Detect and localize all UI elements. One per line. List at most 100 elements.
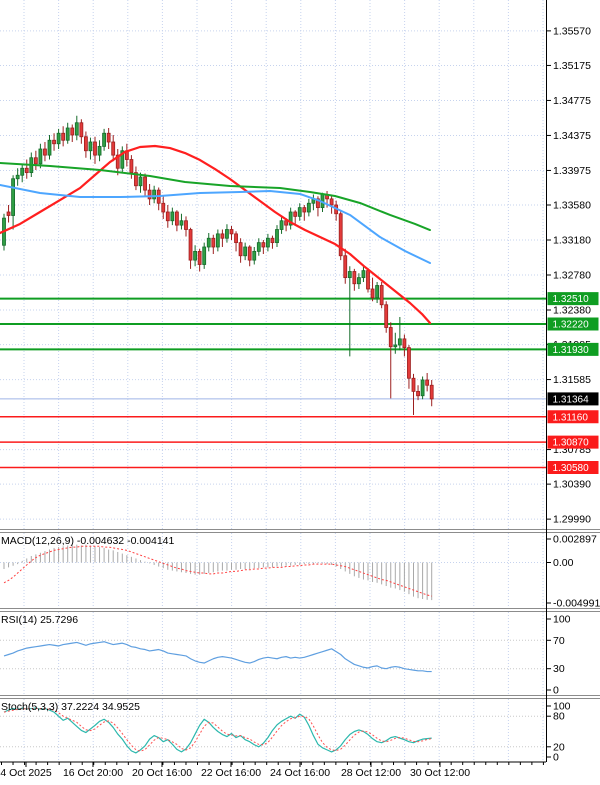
- candle: [402, 338, 407, 349]
- time-axis-label: 16 Oct 20:00: [63, 767, 123, 779]
- candle: [370, 288, 375, 299]
- stoch-axis-label: 0: [553, 752, 559, 764]
- candle: [56, 132, 61, 145]
- candle: [165, 211, 170, 222]
- macd-axis-label: 0.00: [553, 557, 574, 569]
- price-axis-label: 1.33975: [553, 165, 591, 177]
- ma-red-line: [0, 144, 432, 325]
- stoch-axis-label: 100: [553, 701, 571, 713]
- candle: [197, 250, 202, 265]
- rsi-axis-label: 100: [553, 614, 571, 626]
- stoch-axis-label: 20: [553, 741, 565, 753]
- candle: [279, 220, 284, 230]
- price-axis-label: 1.35570: [553, 25, 591, 37]
- ma-blue-line: [0, 183, 431, 265]
- candle: [293, 211, 298, 217]
- candle: [243, 246, 248, 257]
- rsi-line: [3, 641, 432, 673]
- candle: [184, 220, 188, 230]
- candle: [65, 127, 70, 141]
- candle: [93, 141, 97, 156]
- candle: [302, 207, 307, 213]
- price-axis-label: 1.32780: [553, 270, 591, 282]
- candle: [61, 132, 66, 141]
- price-axis-label: 1.34775: [553, 95, 591, 107]
- price-tag-support: [547, 435, 599, 449]
- candle: [416, 390, 420, 397]
- candle: [366, 270, 370, 290]
- candle: [261, 242, 266, 248]
- candle: [179, 220, 184, 226]
- candle: [170, 211, 175, 222]
- candle: [375, 285, 380, 299]
- candle: [256, 242, 261, 252]
- candle: [429, 384, 434, 400]
- candle: [215, 233, 220, 248]
- candle: [252, 250, 257, 261]
- price-axis-label: 1.33180: [553, 235, 591, 247]
- candle: [288, 211, 293, 226]
- price-axis-label: 1.30390: [553, 479, 591, 491]
- candle: [343, 255, 348, 279]
- candle: [74, 122, 79, 136]
- price-axis-label: 1.33580: [553, 200, 591, 212]
- candle: [102, 132, 106, 147]
- candle: [270, 237, 275, 244]
- rsi-axis-label: 30: [553, 663, 565, 675]
- time-axis-label: 4 Oct 2025: [0, 767, 52, 779]
- price-tag-resistance-text: 1.32220: [553, 320, 590, 331]
- stoch-d-line: [3, 708, 432, 752]
- price-tag-support-text: 1.31160: [553, 412, 589, 423]
- candle: [152, 189, 157, 200]
- candle: [211, 237, 216, 248]
- price-axis-label: 1.35175: [553, 60, 591, 72]
- candle: [88, 141, 93, 152]
- candle: [275, 229, 279, 244]
- candle: [161, 202, 166, 213]
- candle: [147, 189, 152, 200]
- candle: [20, 167, 25, 176]
- candle: [329, 198, 334, 206]
- candle: [425, 379, 430, 386]
- candles-layer: [2, 115, 434, 415]
- candle: [297, 207, 302, 217]
- rsi-axis-label: 0: [553, 685, 559, 697]
- candle: [174, 211, 179, 226]
- candle: [33, 157, 38, 165]
- candle: [143, 176, 147, 191]
- stoch-axis-label: 80: [553, 711, 565, 723]
- candle: [97, 145, 102, 156]
- ma-green-line: [0, 162, 431, 232]
- candle: [202, 246, 207, 265]
- rsi-indicator-label: RSI(14) 25.7296: [1, 614, 79, 626]
- candle: [229, 229, 234, 235]
- candle: [379, 285, 384, 306]
- rsi-axis-label: 70: [553, 635, 565, 647]
- candle: [361, 270, 366, 279]
- candle: [316, 198, 320, 209]
- grid-layer: [0, 0, 546, 760]
- candle: [38, 148, 43, 165]
- price-tags-layer: 1.32510 1.32220 1.31930 1.31160 1.30870 1.305…: [547, 292, 599, 474]
- sr-levels-layer: [0, 297, 546, 469]
- macd-indicator-label: MACD(12,26,9) -0.004632 -0.004141: [1, 535, 175, 547]
- price-tag-support: [547, 461, 599, 474]
- price-tag-support-text: 1.30870: [553, 438, 590, 449]
- candle: [234, 233, 238, 244]
- candle: [70, 127, 75, 136]
- candle: [111, 141, 116, 156]
- candle: [24, 167, 29, 174]
- candle: [284, 220, 289, 226]
- candle: [247, 246, 252, 261]
- candle: [52, 139, 56, 145]
- candle: [11, 178, 16, 216]
- price-tag-current: [547, 392, 599, 406]
- candle: [347, 271, 352, 279]
- candle: [138, 176, 143, 187]
- candle: [338, 213, 343, 257]
- time-axis[interactable]: 4 Oct 2025 16 Oct 20:00 20 Oct 16:00 22 Oct…: [0, 761, 546, 779]
- candle: [6, 211, 11, 216]
- price-tag-current-text: 1.31364: [553, 394, 590, 405]
- macd-axis-label: -0.004991: [553, 598, 600, 610]
